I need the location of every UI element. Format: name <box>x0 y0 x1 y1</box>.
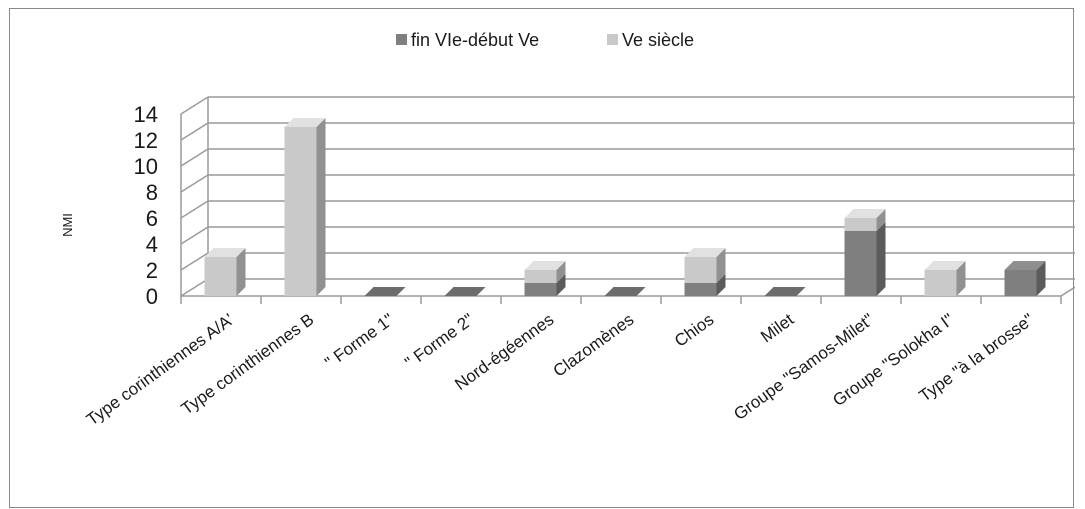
y-tick-label: 12 <box>134 128 158 153</box>
y-tick-label: 0 <box>146 284 158 309</box>
gridline-side <box>180 278 209 297</box>
legend-swatch <box>607 34 618 45</box>
legend-label: Ve siècle <box>622 30 694 50</box>
floor-edge <box>1060 286 1075 297</box>
legend: fin VIe-début Ve Ve siècle <box>396 30 694 50</box>
y-tick-label: 10 <box>134 154 158 179</box>
y-tick-label: 14 <box>134 102 158 127</box>
y-axis-title: NMI <box>60 213 75 237</box>
gridline-side <box>180 122 209 141</box>
bar-segment-series-2 <box>524 261 566 283</box>
x-tick-label: Clazomènes <box>550 310 638 381</box>
bars <box>204 118 1046 296</box>
bar-segment-series-2 <box>204 248 246 296</box>
bar-segment-series-2 <box>284 118 326 296</box>
bar-zero <box>444 287 486 296</box>
bar-zero <box>364 287 406 296</box>
gridline-side <box>180 226 209 245</box>
x-tick-label: Milet <box>757 310 797 347</box>
bar-segment-series-1 <box>1004 261 1046 296</box>
legend-item-series-1: fin VIe-début Ve <box>396 30 539 50</box>
x-tick-label: " Forme 2" <box>401 310 477 372</box>
x-tick-label: Chios <box>671 310 717 351</box>
grid <box>180 96 1075 304</box>
gridline-side <box>180 252 209 271</box>
gridline-side <box>180 148 209 167</box>
chart-frame: 0 2 4 6 8 10 12 14 Type corinthiennes A/A' Type … <box>9 8 1075 508</box>
legend-item-series-2: Ve siècle <box>607 30 694 50</box>
bar-segment-series-2 <box>684 248 726 283</box>
bar-zero <box>604 287 646 296</box>
gridline-side <box>180 174 209 193</box>
x-tick-label: " Forme 1" <box>321 310 397 372</box>
y-tick-label: 6 <box>146 206 158 231</box>
x-axis-labels: Type corinthiennes A/A'Type corinthienne… <box>83 310 1037 430</box>
x-tick-label: Type corinthiennes A/A' <box>83 310 237 429</box>
bar-zero <box>764 287 806 296</box>
legend-swatch <box>396 34 407 45</box>
bar-segment-series-1 <box>844 222 886 296</box>
bar-segment-series-2 <box>844 209 886 231</box>
bar-segment-series-2 <box>924 261 966 296</box>
gridline-side <box>180 200 209 219</box>
x-tick-label: Type corinthiennes B <box>178 310 318 419</box>
y-tick-label: 4 <box>146 232 158 257</box>
x-tick-label: Groupe "Samos-Milet" <box>730 310 877 424</box>
gridline-side <box>180 96 209 115</box>
y-tick-label: 8 <box>146 180 158 205</box>
legend-label: fin VIe-début Ve <box>411 30 539 50</box>
y-tick-label: 2 <box>146 258 158 283</box>
